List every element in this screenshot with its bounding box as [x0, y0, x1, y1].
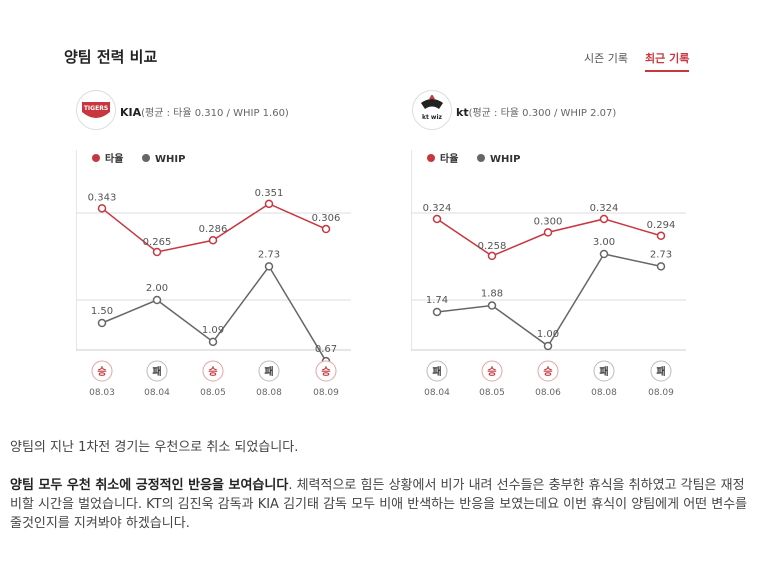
svg-text:kt wiz: kt wiz — [422, 114, 443, 121]
tab-recent[interactable]: 최근 기록 — [645, 50, 690, 72]
team-stats: (평균 : 타율 0.310 / WHIP 1.60) — [141, 108, 289, 119]
article-highlight: 양팀 모두 우천 취소에 긍정적인 반응을 보여습니다 — [10, 478, 289, 493]
x-tick-label: 08.04 — [144, 388, 170, 398]
whip-point — [208, 337, 218, 347]
result-badge — [593, 360, 615, 382]
result-badge — [426, 360, 448, 382]
legend-whip-marker — [142, 154, 150, 162]
avg-value-label: 0.294 — [647, 220, 676, 231]
avg-value-label: 0.258 — [478, 241, 507, 252]
result-label: 승 — [208, 366, 217, 378]
avg-point — [321, 224, 331, 234]
x-tick-label: 08.05 — [200, 388, 226, 398]
whip-value-label: 1.00 — [537, 329, 559, 340]
result-badge — [258, 360, 280, 382]
avg-value-label: 0.343 — [88, 192, 117, 203]
x-tick-label: 08.09 — [648, 388, 674, 398]
whip-point — [656, 262, 666, 271]
avg-point — [599, 214, 609, 224]
result-label: 패 — [264, 365, 273, 378]
result-badge — [202, 360, 224, 382]
result-label: 승 — [97, 366, 106, 378]
legend-avg-label: 타율 — [440, 152, 458, 165]
avg-value-label: 0.300 — [534, 216, 563, 227]
x-tick-label: 08.04 — [424, 388, 450, 398]
result-label: 승 — [543, 366, 552, 378]
whip-value-label: 2.73 — [650, 249, 672, 260]
whip-series-line — [101, 265, 327, 362]
team-stats: (평균 : 타율 0.300 / WHIP 2.07) — [468, 108, 617, 119]
result-badge — [315, 360, 337, 382]
whip-value-label: 3.00 — [593, 237, 615, 248]
whip-point — [487, 301, 497, 310]
avg-value-label: 0.324 — [423, 203, 452, 214]
result-badge — [481, 360, 503, 382]
avg-value-label: 0.306 — [312, 213, 341, 224]
avg-value-label: 0.265 — [143, 237, 172, 248]
result-badge — [650, 360, 672, 382]
legend-whip-label: WHIP — [155, 154, 185, 165]
svg-text:TIGERS: TIGERS — [84, 105, 108, 112]
avg-value-label: 0.324 — [590, 203, 619, 214]
x-tick-label: 08.08 — [591, 388, 617, 398]
kt-wiz-logo: kt wiz — [412, 90, 452, 130]
result-badge — [91, 360, 113, 382]
result-badge — [146, 360, 168, 382]
team-name: KIA — [120, 106, 142, 119]
avg-point — [487, 251, 497, 261]
whip-value-label: 1.09 — [202, 325, 224, 336]
whip-value-label: 1.50 — [91, 306, 113, 317]
avg-value-label: 0.351 — [255, 188, 284, 199]
legend-avg-marker — [92, 154, 100, 162]
avg-point — [97, 204, 107, 213]
avg-point — [152, 247, 162, 257]
legend-avg-label: 타율 — [105, 152, 123, 165]
page-title: 양팀 전력 비교 — [64, 48, 158, 66]
result-label: 패 — [656, 365, 665, 378]
article-rest: . 체력적으로 힘든 상황에서 비가 내려 선수들은 충부한 휴식을 취하였고 … — [10, 478, 748, 531]
article-body: 양팀 모두 우천 취소에 긍정적인 반응을 보여습니다. 체력적으로 힘든 상황… — [10, 476, 750, 533]
result-label: 패 — [432, 365, 441, 378]
whip-point — [432, 307, 442, 317]
kt-recent-chart: 타율 WHIP 0.324 0.258 0.300 0.324 0.294 1.74 1.88 1… — [411, 150, 686, 398]
result-label: 승 — [487, 366, 496, 378]
avg-point — [543, 228, 553, 237]
kia-recent-chart: 타율 WHIP 0.343 0.265 0.286 0.351 0.306 1.50 2.00 1… — [76, 150, 351, 398]
avg-point — [264, 199, 274, 209]
whip-value-label: 2.73 — [258, 249, 280, 260]
kia-tigers-logo: TIGERS — [76, 90, 116, 130]
whip-point — [264, 262, 274, 271]
x-tick-label: 08.08 — [256, 388, 282, 398]
whip-value-label: 1.88 — [481, 289, 503, 300]
whip-value-label: 0.67 — [315, 344, 337, 355]
x-tick-label: 08.03 — [89, 388, 115, 398]
whip-point — [543, 341, 553, 351]
result-label: 승 — [321, 366, 330, 378]
x-tick-label: 08.09 — [313, 388, 339, 398]
whip-point — [97, 318, 107, 328]
article-intro: 양팀의 지난 1차전 경기는 우천으로 취소 되었습니다. — [10, 440, 299, 455]
whip-point — [599, 249, 609, 259]
avg-value-label: 0.286 — [199, 224, 228, 235]
whip-value-label: 1.74 — [426, 295, 448, 306]
avg-point — [656, 231, 666, 241]
x-tick-label: 08.05 — [479, 388, 505, 398]
result-label: 패 — [599, 365, 608, 378]
avg-point — [208, 235, 218, 245]
result-label: 패 — [152, 365, 161, 378]
legend-whip-label: WHIP — [490, 154, 520, 165]
x-tick-label: 08.06 — [535, 388, 561, 398]
tab-season[interactable]: 시즌 기록 — [584, 52, 628, 65]
legend-avg-marker — [427, 154, 435, 162]
avg-point — [432, 214, 442, 224]
result-badge — [537, 360, 559, 382]
legend-whip-marker — [477, 154, 485, 162]
whip-value-label: 2.00 — [146, 283, 168, 294]
team-name: kt — [456, 106, 469, 119]
whip-point — [152, 295, 162, 305]
